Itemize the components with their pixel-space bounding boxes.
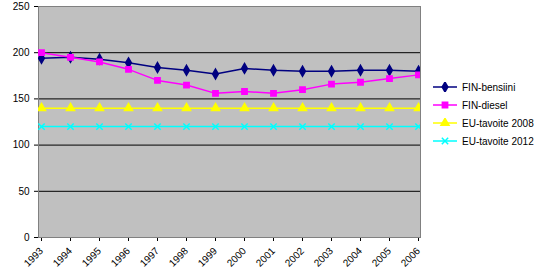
svg-text:200: 200 xyxy=(13,47,30,58)
svg-text:50: 50 xyxy=(18,186,30,197)
svg-text:2005: 2005 xyxy=(370,245,394,269)
svg-text:2001: 2001 xyxy=(254,245,278,269)
svg-text:1997: 1997 xyxy=(138,245,162,269)
svg-text:1998: 1998 xyxy=(167,245,191,269)
svg-text:1996: 1996 xyxy=(109,245,133,269)
html-text:FIN-diesel: FIN-diesel xyxy=(462,99,508,111)
html-text:EU-tavoite 2008: EU-tavoite 2008 xyxy=(462,117,534,129)
svg-text:2003: 2003 xyxy=(312,245,336,269)
html-text:EU-tavoite 2012: EU-tavoite 2012 xyxy=(462,135,534,147)
svg-text:1994: 1994 xyxy=(51,245,75,269)
svg-text:0: 0 xyxy=(24,232,30,243)
svg-text:100: 100 xyxy=(13,139,30,150)
svg-text:150: 150 xyxy=(13,93,30,104)
svg-text:2002: 2002 xyxy=(283,245,307,269)
svg-text:250: 250 xyxy=(13,1,30,12)
svg-text:2000: 2000 xyxy=(225,245,249,269)
svg-text:1993: 1993 xyxy=(22,245,46,269)
svg-text:1995: 1995 xyxy=(80,245,104,269)
html-text:FIN-bensiini: FIN-bensiini xyxy=(462,81,516,93)
svg-text:2004: 2004 xyxy=(341,245,365,269)
svg-text:1999: 1999 xyxy=(196,245,220,269)
svg-text:2006: 2006 xyxy=(399,245,423,269)
